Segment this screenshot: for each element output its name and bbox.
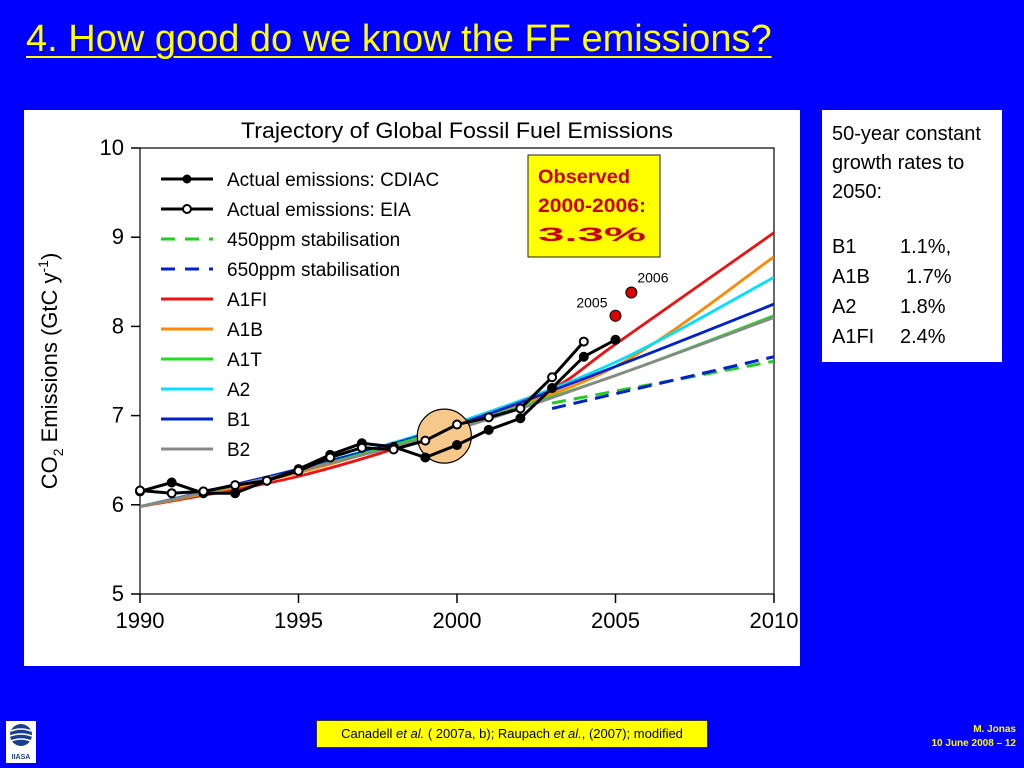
legend-marker: [182, 204, 192, 214]
data-label-2006: 2006: [637, 270, 668, 286]
legend-item: B2: [161, 440, 250, 461]
rate-name: A2: [832, 296, 857, 318]
globe-icon: IIASA: [9, 724, 33, 761]
data-point-cdiac: [452, 440, 462, 451]
legend-label: A1T: [227, 350, 262, 371]
data-point-cdiac: [166, 477, 177, 488]
legend-label: 450ppm stabilisation: [227, 230, 400, 251]
rate-name: B1: [832, 236, 857, 258]
emissions-chart: Trajectory of Global Fossil Fuel Emissio…: [35, 118, 799, 633]
legend-item: A1B: [161, 320, 263, 341]
rate-name: A1FI: [832, 326, 875, 348]
observed-text: Observed: [538, 167, 630, 188]
legend-label: Actual emissions: CDIAC: [227, 170, 439, 191]
y-axis-label: CO2 Emissions (GtC y-1): [35, 253, 66, 490]
y-tick-label: 6: [112, 492, 124, 517]
legend-item: 650ppm stabilisation: [161, 260, 400, 281]
data-point-eia: [293, 465, 304, 476]
legend-label: A1FI: [227, 290, 267, 311]
series-line-650ppm: [551, 355, 774, 410]
rate-value: 2.4%: [900, 326, 946, 348]
legend-label: B1: [227, 410, 250, 431]
legend-item: Actual emissions: EIA: [161, 200, 411, 221]
data-point-eia: [515, 403, 526, 414]
rate-name: A1B: [832, 266, 870, 288]
legend-label: A2: [227, 380, 250, 401]
y-tick-label: 8: [112, 313, 124, 338]
growth-rates-box: 50-year constant growth rates to 2050: B…: [822, 110, 1002, 362]
data-point-eia: [356, 442, 367, 453]
data-point-cdiac: [515, 413, 526, 424]
legend-label: B2: [227, 440, 250, 461]
author-name: M. Jonas: [973, 724, 1016, 735]
growth-rates-header: 50-year constant growth rates to 2050:: [832, 123, 981, 203]
x-tick-label: 1990: [116, 608, 165, 633]
legend-item: Actual emissions: CDIAC: [161, 170, 439, 191]
citation-text: ( 2007a, b); Raupach: [424, 726, 554, 741]
legend-label: 650ppm stabilisation: [227, 260, 400, 281]
iiasa-logo: IIASA: [6, 721, 36, 763]
slide-title: 4. How good do we know the FF emissions?: [26, 18, 772, 60]
citation-box: Canadell et al. ( 2007a, b); Raupach et …: [316, 720, 708, 748]
rate-value: 1.7%: [906, 266, 952, 288]
data-point-cdiac: [420, 452, 431, 463]
x-tick-label: 1995: [274, 608, 323, 633]
y-tick-label: 10: [100, 135, 124, 160]
legend-item: A1FI: [161, 290, 267, 311]
legend-item: A2: [161, 380, 250, 401]
x-tick-label: 2000: [433, 608, 482, 633]
data-point-eia: [230, 480, 241, 491]
data-point-eia: [547, 372, 558, 383]
author-footer: M. Jonas 10 June 2008 – 12: [931, 723, 1016, 751]
data-point-cdiac: [547, 382, 558, 393]
data-point-2005: [609, 309, 622, 322]
date-page: 10 June 2008 – 12: [931, 738, 1016, 749]
data-point-eia: [388, 444, 399, 455]
series-line-cdiac: [139, 338, 617, 495]
data-point-cdiac: [610, 334, 621, 345]
data-point-eia: [452, 419, 462, 430]
x-tick-label: 2010: [750, 608, 799, 633]
rate-value: 1.8%: [900, 296, 946, 318]
citation-text: et al.: [553, 726, 582, 741]
data-point-eia: [483, 412, 494, 423]
data-point-eia: [166, 488, 177, 499]
citation-text: et al.: [396, 726, 425, 741]
chart-panel: Trajectory of Global Fossil Fuel Emissio…: [24, 110, 800, 666]
citation-text: Canadell: [341, 726, 397, 741]
data-point-eia: [198, 486, 209, 497]
observed-annotation: [527, 154, 661, 258]
data-point-eia: [261, 475, 272, 486]
legend-marker: [182, 174, 192, 184]
observed-box: [527, 154, 661, 258]
data-point-eia: [135, 485, 145, 496]
legend-label: A1B: [227, 320, 263, 341]
observed-text: 3.3%: [538, 225, 646, 246]
data-point-cdiac: [483, 424, 494, 435]
x-tick-label: 2005: [591, 608, 640, 633]
y-tick-label: 7: [112, 403, 124, 428]
legend-item: A1T: [161, 350, 262, 371]
logo-text: IIASA: [12, 754, 31, 761]
legend-label: Actual emissions: EIA: [227, 200, 411, 221]
observed-text: 2000-2006:: [538, 196, 646, 217]
legend-item: 450ppm stabilisation: [161, 230, 400, 251]
y-tick-label: 9: [112, 224, 124, 249]
data-point-cdiac: [578, 351, 589, 362]
chart-title: Trajectory of Global Fossil Fuel Emissio…: [241, 118, 673, 143]
data-label-2005: 2005: [576, 295, 607, 311]
rate-value: 1.1%,: [900, 236, 952, 258]
y-tick-label: 5: [112, 581, 124, 606]
citation-text: , (2007); modified: [581, 726, 683, 741]
data-point-eia: [325, 452, 336, 463]
data-point-eia: [420, 435, 431, 446]
legend-item: B1: [161, 410, 250, 431]
data-point-2006: [625, 286, 638, 299]
data-point-eia: [578, 336, 589, 347]
